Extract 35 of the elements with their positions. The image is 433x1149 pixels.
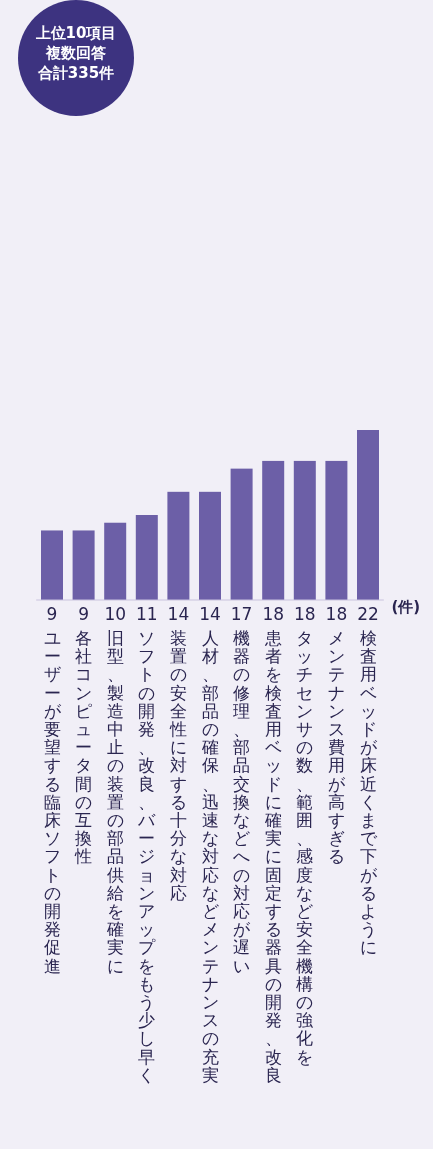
data-label: 18: [293, 604, 316, 624]
data-label: 14: [199, 604, 221, 624]
category-label: 機器の修理、部品交換などへの対応が遅い: [233, 628, 251, 976]
data-label: 17: [230, 604, 253, 624]
data-label: 18: [325, 604, 348, 624]
data-label: 14: [167, 604, 190, 624]
category-label: ソフトの開発、改良、バージョンアップをもう少し早く: [138, 628, 156, 1085]
category-label: メンテナンス費用が高すぎる: [327, 628, 345, 867]
y-axis-title: (件): [391, 598, 421, 616]
category-label: 装置の安全性に対する十分な対応: [169, 628, 187, 903]
bar: [135, 515, 158, 600]
badge: 上位10項目 複数回答 合計335件: [18, 0, 134, 116]
data-label: 10: [104, 604, 127, 624]
data-label: 9: [78, 604, 90, 624]
bar: [199, 491, 221, 600]
bar: [72, 530, 95, 600]
bar: [325, 460, 348, 600]
category-label: 各社コンピュータ間の互換性: [75, 628, 93, 867]
category-label: ユーザーが要望する臨床ソフトの開発促進: [43, 628, 61, 976]
bar: [262, 460, 285, 600]
bar: [41, 530, 63, 600]
bar: [293, 460, 316, 600]
data-label: 11: [135, 604, 158, 624]
bar: [230, 468, 253, 600]
category-label: 旧型、製造中止の装置の部品供給を確実に: [106, 628, 124, 976]
category-label: 検査用ベッドが床近くまで下がるように: [359, 628, 377, 958]
data-label: 22: [357, 604, 379, 624]
data-label: 9: [46, 604, 58, 624]
data-label: 18: [262, 604, 285, 624]
category-label: タッチセンサの数、範囲、感度など安全機構の強化を: [296, 628, 314, 1067]
bar: [357, 430, 379, 600]
category-label: 患者を検査用ベッドに確実に固定する器具の開発、改良: [264, 628, 282, 1085]
bar: [104, 522, 127, 600]
category-label: 人材、部品の確保、迅速な対応などメンテナンスの充実: [201, 628, 219, 1085]
bar: [167, 491, 190, 600]
